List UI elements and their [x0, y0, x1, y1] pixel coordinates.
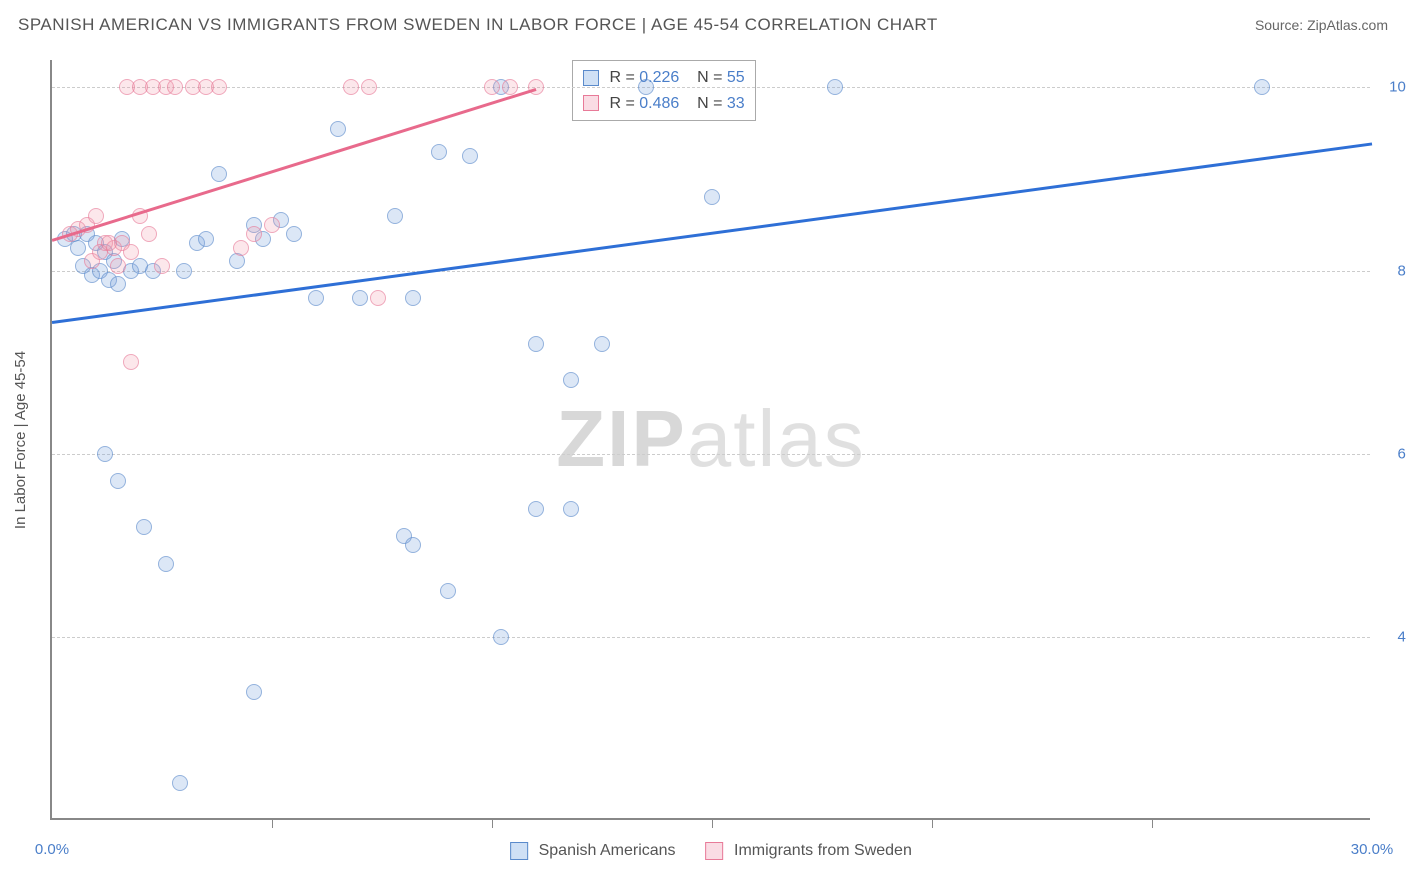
data-point	[563, 501, 579, 517]
plot-area: ZIPatlas R = 0.226 N = 55 R = 0.486 N = …	[50, 60, 1370, 820]
data-point	[387, 208, 403, 224]
watermark: ZIPatlas	[556, 393, 865, 485]
data-point	[431, 144, 447, 160]
legend-swatch-pink-icon	[706, 842, 724, 860]
y-tick-label: 100.0%	[1389, 79, 1406, 96]
stats-r-val-2: 0.486	[639, 95, 679, 112]
data-point	[110, 473, 126, 489]
data-point	[361, 79, 377, 95]
data-point	[110, 258, 126, 274]
grid-line	[52, 87, 1370, 88]
stats-r-label2: R =	[609, 95, 634, 112]
x-tick	[932, 818, 933, 828]
data-point	[405, 290, 421, 306]
legend-item-2: Immigrants from Sweden	[706, 842, 912, 860]
data-point	[493, 629, 509, 645]
data-point	[704, 189, 720, 205]
legend-bottom: Spanish Americans Immigrants from Sweden	[510, 842, 912, 860]
data-point	[167, 79, 183, 95]
data-point	[352, 290, 368, 306]
chart-title: SPANISH AMERICAN VS IMMIGRANTS FROM SWED…	[18, 15, 938, 35]
grid-line	[52, 271, 1370, 272]
data-point	[286, 226, 302, 242]
y-tick-label: 60.0%	[1397, 445, 1406, 462]
data-point	[638, 79, 654, 95]
stats-n-val-2: 33	[727, 95, 745, 112]
watermark-bold: ZIP	[556, 394, 686, 483]
data-point	[136, 519, 152, 535]
data-point	[158, 556, 174, 572]
data-point	[308, 290, 324, 306]
y-axis-title: In Labor Force | Age 45-54	[12, 351, 29, 529]
y-tick-label: 80.0%	[1397, 262, 1406, 279]
x-tick	[272, 818, 273, 828]
data-point	[123, 354, 139, 370]
legend-swatch-blue-icon	[510, 842, 528, 860]
trend-line	[52, 88, 537, 241]
swatch-pink-icon	[583, 95, 599, 111]
data-point	[233, 240, 249, 256]
data-point	[123, 244, 139, 260]
title-bar: SPANISH AMERICAN VS IMMIGRANTS FROM SWED…	[18, 10, 1388, 40]
x-tick-label: 0.0%	[35, 841, 69, 858]
legend-label-2: Immigrants from Sweden	[734, 842, 912, 859]
data-point	[343, 79, 359, 95]
data-point	[440, 583, 456, 599]
data-point	[330, 121, 346, 137]
legend-item-1: Spanish Americans	[510, 842, 675, 860]
data-point	[154, 258, 170, 274]
x-tick	[712, 818, 713, 828]
watermark-light: atlas	[687, 394, 866, 483]
data-point	[88, 208, 104, 224]
data-point	[172, 775, 188, 791]
data-point	[70, 240, 86, 256]
data-point	[246, 226, 262, 242]
source-label: Source: ZipAtlas.com	[1255, 17, 1388, 33]
x-tick-label: 30.0%	[1351, 841, 1394, 858]
grid-line	[52, 637, 1370, 638]
data-point	[141, 226, 157, 242]
x-tick	[492, 818, 493, 828]
data-point	[528, 501, 544, 517]
data-point	[563, 372, 579, 388]
data-point	[528, 336, 544, 352]
data-point	[211, 166, 227, 182]
stats-row-2: R = 0.486 N = 33	[583, 91, 745, 117]
swatch-blue-icon	[583, 70, 599, 86]
data-point	[229, 253, 245, 269]
data-point	[370, 290, 386, 306]
data-point	[827, 79, 843, 95]
data-point	[484, 79, 500, 95]
data-point	[528, 79, 544, 95]
data-point	[97, 446, 113, 462]
stats-box: R = 0.226 N = 55 R = 0.486 N = 33	[572, 60, 756, 121]
data-point	[264, 217, 280, 233]
data-point	[246, 684, 262, 700]
legend-label-1: Spanish Americans	[539, 842, 676, 859]
data-point	[594, 336, 610, 352]
stats-n-val-1: 55	[727, 69, 745, 86]
stats-n-label: N =	[697, 69, 722, 86]
grid-line	[52, 454, 1370, 455]
y-tick-label: 40.0%	[1397, 628, 1406, 645]
data-point	[110, 276, 126, 292]
data-point	[211, 79, 227, 95]
data-point	[176, 263, 192, 279]
data-point	[1254, 79, 1270, 95]
data-point	[462, 148, 478, 164]
stats-r-label: R =	[609, 69, 634, 86]
data-point	[101, 235, 117, 251]
data-point	[198, 231, 214, 247]
data-point	[405, 537, 421, 553]
x-tick	[1152, 818, 1153, 828]
stats-n-label2: N =	[697, 95, 722, 112]
